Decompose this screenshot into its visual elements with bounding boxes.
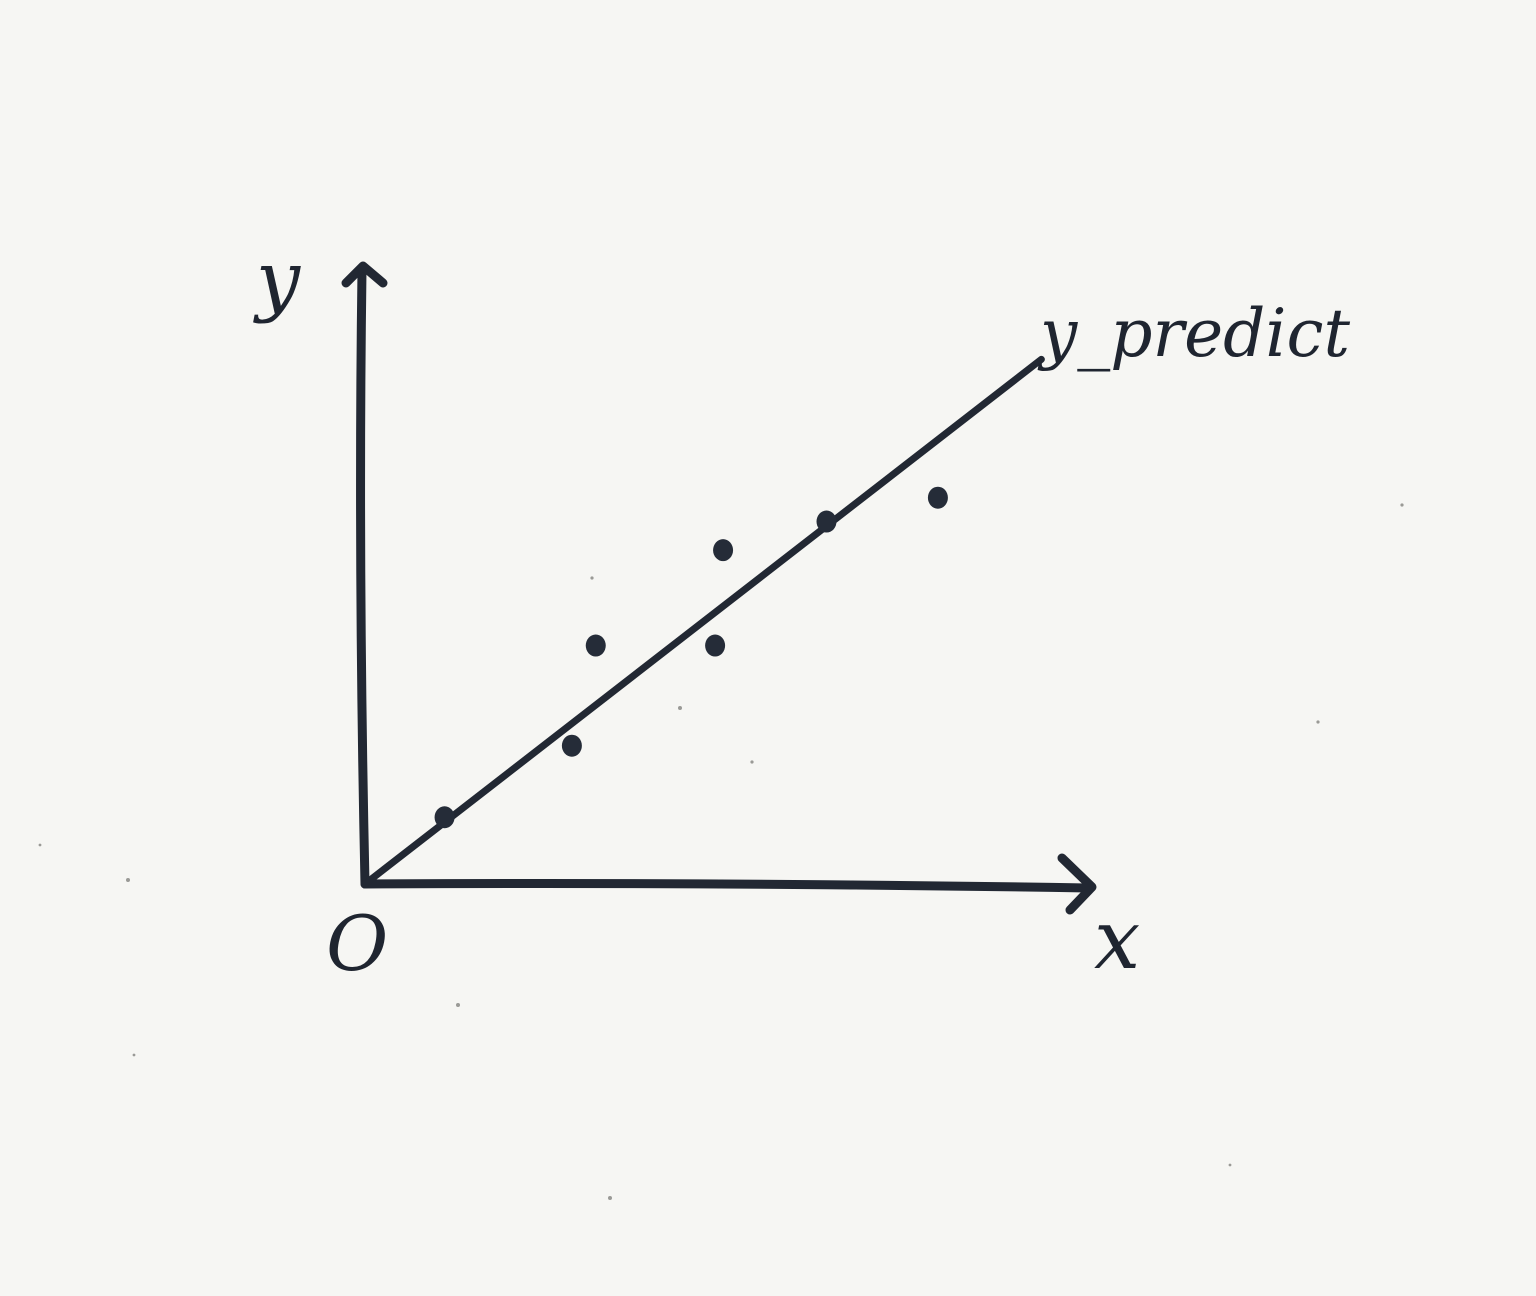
axes [341,261,1097,915]
fit-line-layer [361,355,1045,888]
x-axis [360,879,1093,893]
origin-label: O [326,899,388,988]
y-axis-label: y [253,235,301,325]
data-point [585,634,606,657]
data-point [927,486,948,509]
data-point [434,806,455,829]
y-axis-arrowhead [341,261,388,288]
x-axis-label: x [1094,893,1140,988]
y-predict-line [361,355,1045,888]
data-point [713,539,734,562]
y-axis [356,265,370,889]
data-point [705,634,726,657]
data-points-layer [434,486,948,829]
paper-specks [38,503,1404,1200]
data-point [561,734,582,757]
data-point [816,510,837,533]
y-predict-label: y_predict [1037,295,1350,372]
x-axis-arrowhead [1057,853,1097,915]
